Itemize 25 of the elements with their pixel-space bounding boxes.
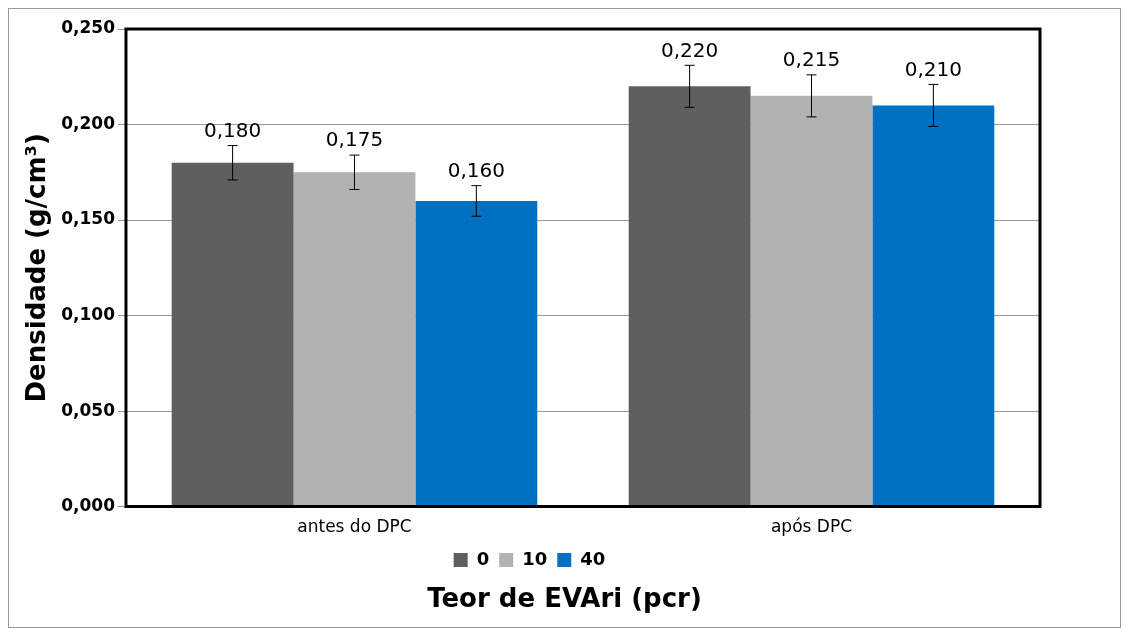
bar: [872, 105, 995, 507]
legend-label: 10: [522, 547, 548, 569]
bar: [750, 95, 873, 507]
y-axis-title: Densidade (g/cm³): [21, 133, 52, 403]
y-tick-label: 0,150: [61, 208, 116, 229]
y-tick-label: 0,050: [61, 399, 116, 420]
data-label: 0,220: [660, 37, 719, 62]
bar: [293, 172, 416, 507]
legend-label: 0: [476, 547, 490, 569]
y-tick-label: 0,000: [61, 495, 116, 516]
bar: [171, 162, 294, 507]
bar: [415, 200, 538, 507]
x-tick-label: antes do DPC: [297, 516, 412, 537]
y-tick-label: 0,250: [61, 17, 116, 38]
x-tick-label: após DPC: [770, 516, 853, 537]
data-label: 0,175: [325, 127, 384, 152]
y-tick-label: 0,100: [61, 303, 116, 324]
data-label: 0,180: [203, 117, 262, 142]
data-label: 0,215: [782, 47, 841, 72]
bar: [628, 86, 751, 507]
legend-label: 40: [580, 547, 606, 569]
x-axis-title: Teor de EVAri (pcr): [426, 582, 703, 615]
y-tick-label: 0,200: [61, 112, 116, 133]
data-label: 0,210: [904, 56, 962, 81]
data-label: 0,160: [447, 157, 505, 182]
